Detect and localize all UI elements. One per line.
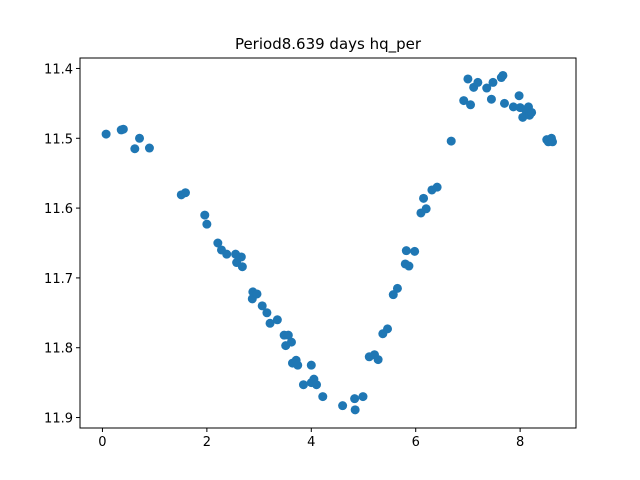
y-axis: 11.4 11.5 11.6 11.7 11.8 11.9 [44, 62, 80, 427]
data-point [527, 107, 537, 117]
data-point [473, 77, 483, 87]
data-point [373, 355, 383, 365]
data-point [236, 252, 246, 262]
data-point [298, 380, 308, 390]
data-point [144, 143, 154, 153]
x-tick-label: 6 [412, 435, 420, 450]
data-point [237, 262, 247, 272]
data-point [101, 129, 111, 139]
data-point [410, 246, 420, 256]
x-tick-label: 4 [307, 435, 315, 450]
data-point [508, 102, 518, 112]
data-point [283, 330, 293, 340]
data-point [306, 360, 316, 370]
data-point [488, 77, 498, 87]
data-point [401, 246, 411, 256]
data-point [514, 91, 524, 101]
data-point [293, 360, 303, 370]
data-point [518, 112, 528, 122]
y-tick-label: 11.8 [44, 342, 73, 357]
data-point [419, 193, 429, 203]
data-point [312, 380, 322, 390]
chart-title: Period8.639 days hq_per [235, 35, 422, 54]
y-tick-label: 11.7 [44, 272, 73, 287]
data-point [286, 337, 296, 347]
data-point [383, 324, 393, 334]
data-point [404, 261, 414, 271]
data-point [272, 315, 282, 325]
data-points [101, 70, 558, 415]
data-point [463, 74, 473, 84]
y-tick-label: 11.9 [44, 412, 73, 427]
data-point [350, 394, 360, 404]
x-tick-label: 8 [516, 435, 524, 450]
data-point [358, 392, 368, 402]
data-point [499, 98, 509, 108]
x-axis: 0 2 4 6 8 [98, 428, 524, 450]
data-point [421, 204, 431, 214]
data-point [135, 133, 145, 143]
data-point [318, 392, 328, 402]
data-point [200, 210, 210, 220]
plot-frame [79, 57, 577, 429]
data-point [180, 188, 190, 198]
data-point [392, 283, 402, 293]
data-point [262, 308, 272, 318]
data-point [350, 405, 360, 415]
data-point [466, 100, 476, 110]
data-point [118, 124, 128, 134]
x-tick-label: 2 [203, 435, 211, 450]
data-point [202, 219, 212, 229]
data-point [486, 94, 496, 104]
data-point [257, 301, 267, 311]
data-point [459, 96, 469, 106]
data-point [446, 136, 456, 146]
data-point [265, 318, 275, 328]
data-point [482, 83, 492, 93]
x-tick-label: 0 [98, 435, 106, 450]
y-tick-label: 11.6 [44, 202, 73, 217]
data-point [338, 401, 348, 411]
y-tick-label: 11.5 [44, 132, 73, 147]
data-point [548, 137, 558, 147]
data-point [222, 249, 232, 259]
data-point [432, 182, 442, 192]
y-tick-label: 11.4 [44, 62, 73, 77]
data-point [213, 238, 223, 248]
data-point [252, 289, 262, 299]
data-point [130, 144, 140, 154]
data-point [498, 70, 508, 80]
